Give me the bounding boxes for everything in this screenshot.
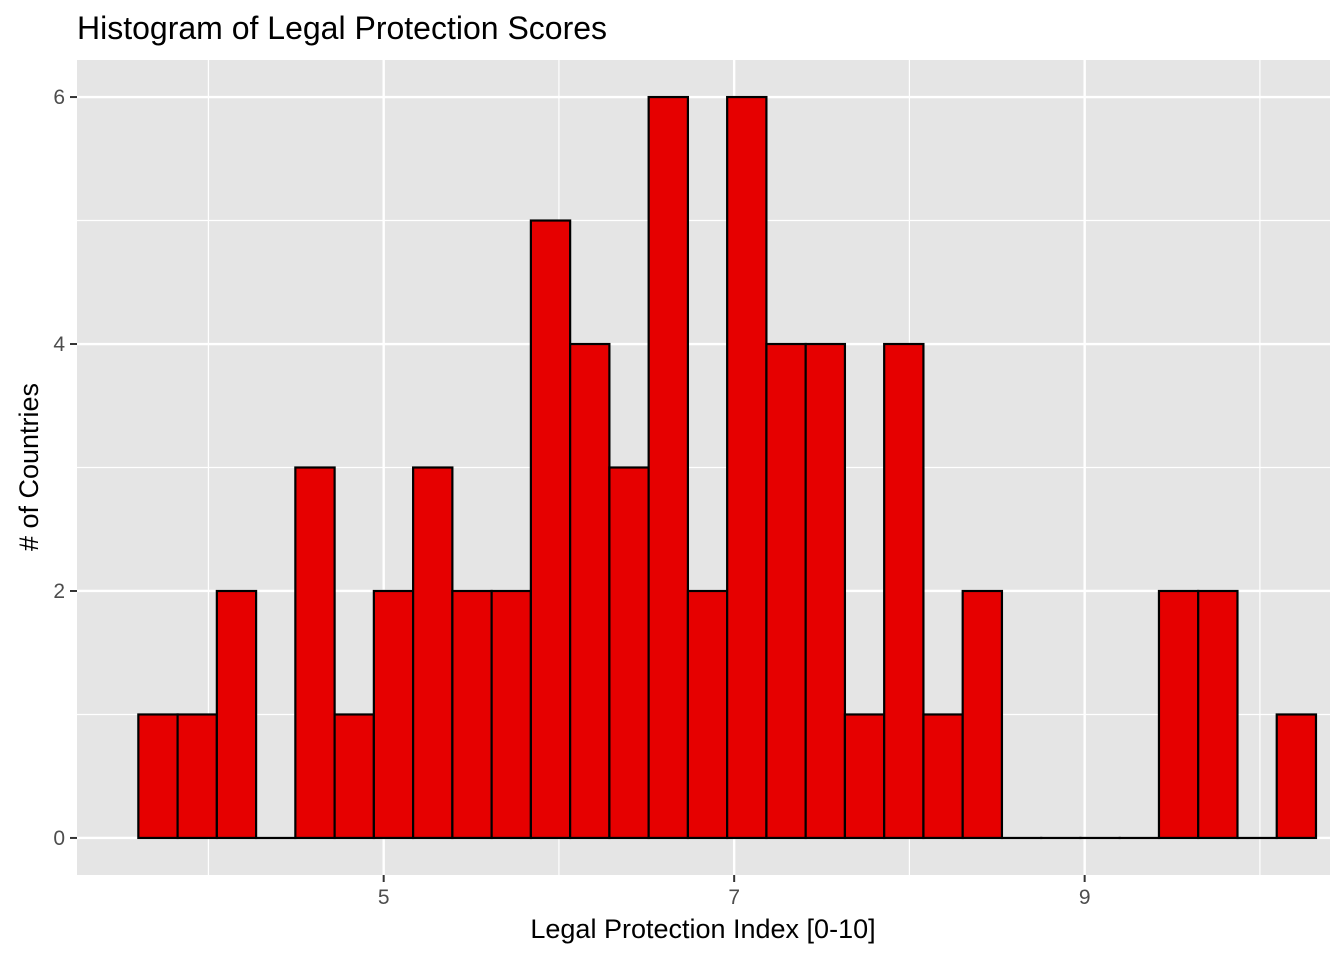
y-axis-title: # of Countries [14, 383, 44, 551]
histogram-bar [647, 95, 690, 840]
histogram-bar [333, 713, 375, 840]
y-tick-label: 2 [53, 580, 65, 603]
histogram-bar [372, 589, 415, 840]
histogram-bar [176, 713, 218, 840]
y-tick-label: 4 [53, 333, 65, 356]
histogram-bar [529, 219, 572, 840]
x-tick-label: 9 [1079, 886, 1091, 909]
histogram-bar [883, 342, 925, 840]
histogram-bar [137, 713, 179, 840]
x-tick-label: 5 [378, 886, 390, 909]
y-axis-ticks: 0 2 4 6 [53, 86, 77, 850]
x-axis-title: Legal Protection Index [0-10] [530, 914, 875, 944]
histogram-bar [215, 589, 258, 840]
histogram-bar [765, 342, 807, 840]
y-tick-label: 6 [53, 86, 65, 109]
histogram-bar [294, 466, 336, 840]
histogram-bar [843, 713, 886, 840]
histogram-bar [804, 342, 847, 840]
histogram-bar [1275, 713, 1318, 840]
x-tick-label: 7 [728, 886, 740, 909]
histogram-bar [608, 466, 650, 840]
histogram-bars [137, 95, 1318, 840]
histogram-bar [569, 342, 611, 840]
histogram-bar [412, 466, 454, 840]
x-axis-ticks: 5 7 9 [378, 875, 1091, 909]
histogram-bar [726, 95, 768, 840]
histogram-bar [922, 713, 964, 840]
histogram-bar [961, 589, 1004, 840]
histogram-bar [1157, 589, 1200, 840]
y-tick-label: 0 [53, 827, 65, 850]
histogram-bar [686, 589, 729, 840]
chart-title: Histogram of Legal Protection Scores [77, 10, 607, 46]
histogram-bar [451, 589, 493, 840]
histogram-bar [490, 589, 532, 840]
histogram-bar [1197, 589, 1239, 840]
